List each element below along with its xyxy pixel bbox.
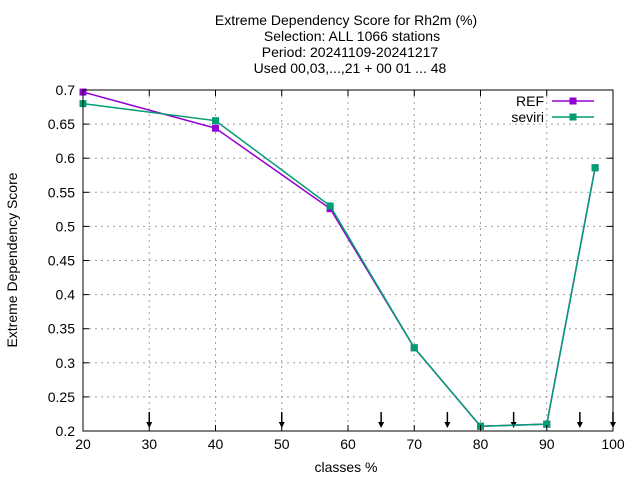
y-tick-label: 0.7: [56, 82, 76, 98]
y-tick-label: 0.35: [48, 321, 75, 337]
y-tick-label: 0.65: [48, 116, 75, 132]
title-line-2: Selection: ALL 1066 stations: [264, 28, 440, 44]
series-line: [82, 91, 596, 427]
data-point: [212, 117, 219, 125]
x-tick-label: 20: [75, 436, 91, 452]
grid-lines: [83, 90, 613, 431]
x-tick-label: 80: [473, 436, 489, 452]
legend-marker: [569, 97, 577, 105]
series-seviri: [79, 100, 599, 430]
data-point: [410, 344, 418, 352]
x-tick-label: 100: [601, 436, 625, 452]
title-line-3: Period: 20241109-20241217: [262, 44, 439, 60]
x-tick-label: 70: [406, 436, 422, 452]
y-tick-label: 0.3: [56, 355, 76, 371]
data-point: [591, 164, 599, 172]
title-line-4: Used 00,03,...,21 + 00 01 ... 48: [254, 60, 447, 76]
data-point: [326, 202, 334, 210]
x-tick-label: 60: [340, 436, 356, 452]
y-axis-label: Extreme Dependency Score: [4, 172, 20, 347]
title-line-1: Extreme Dependency Score for Rh2m (%): [215, 12, 477, 28]
y-tick-label: 0.5: [56, 218, 76, 234]
data-point: [212, 124, 219, 132]
y-tick-label: 0.25: [48, 389, 75, 405]
series-ref: [79, 88, 599, 430]
y-tick-label: 0.45: [48, 253, 75, 269]
x-tick-label: 50: [274, 436, 290, 452]
x-axis-label: classes %: [314, 459, 377, 475]
x-tick-label: 90: [539, 436, 555, 452]
legend-marker: [569, 113, 577, 121]
class-markers: [146, 412, 616, 428]
legend-label: seviri: [511, 109, 544, 125]
data-point: [543, 420, 551, 428]
y-tick-label: 0.55: [48, 184, 75, 200]
y-tick-label: 0.4: [56, 287, 76, 303]
x-tick-label: 40: [208, 436, 224, 452]
class-marker-arrow: [378, 422, 385, 428]
x-tick-label: 30: [141, 436, 157, 452]
data-series: [79, 88, 599, 430]
y-tick-label: 0.2: [56, 423, 76, 439]
series-line: [82, 102, 596, 427]
y-axis-ticks: 0.2 0.25 0.3 0.35 0.4 0.45 0.5 0.55 0.6 0.65 0.7: [48, 82, 613, 439]
class-marker-arrow: [576, 422, 583, 428]
class-marker-arrow: [444, 422, 451, 428]
x-axis-ticks: 20 30 40 50 60 70 80 90 100: [75, 90, 625, 452]
chart-title: Extreme Dependency Score for Rh2m (%) Se…: [215, 12, 477, 76]
legend-label: REF: [516, 93, 544, 109]
y-tick-label: 0.6: [56, 150, 76, 166]
